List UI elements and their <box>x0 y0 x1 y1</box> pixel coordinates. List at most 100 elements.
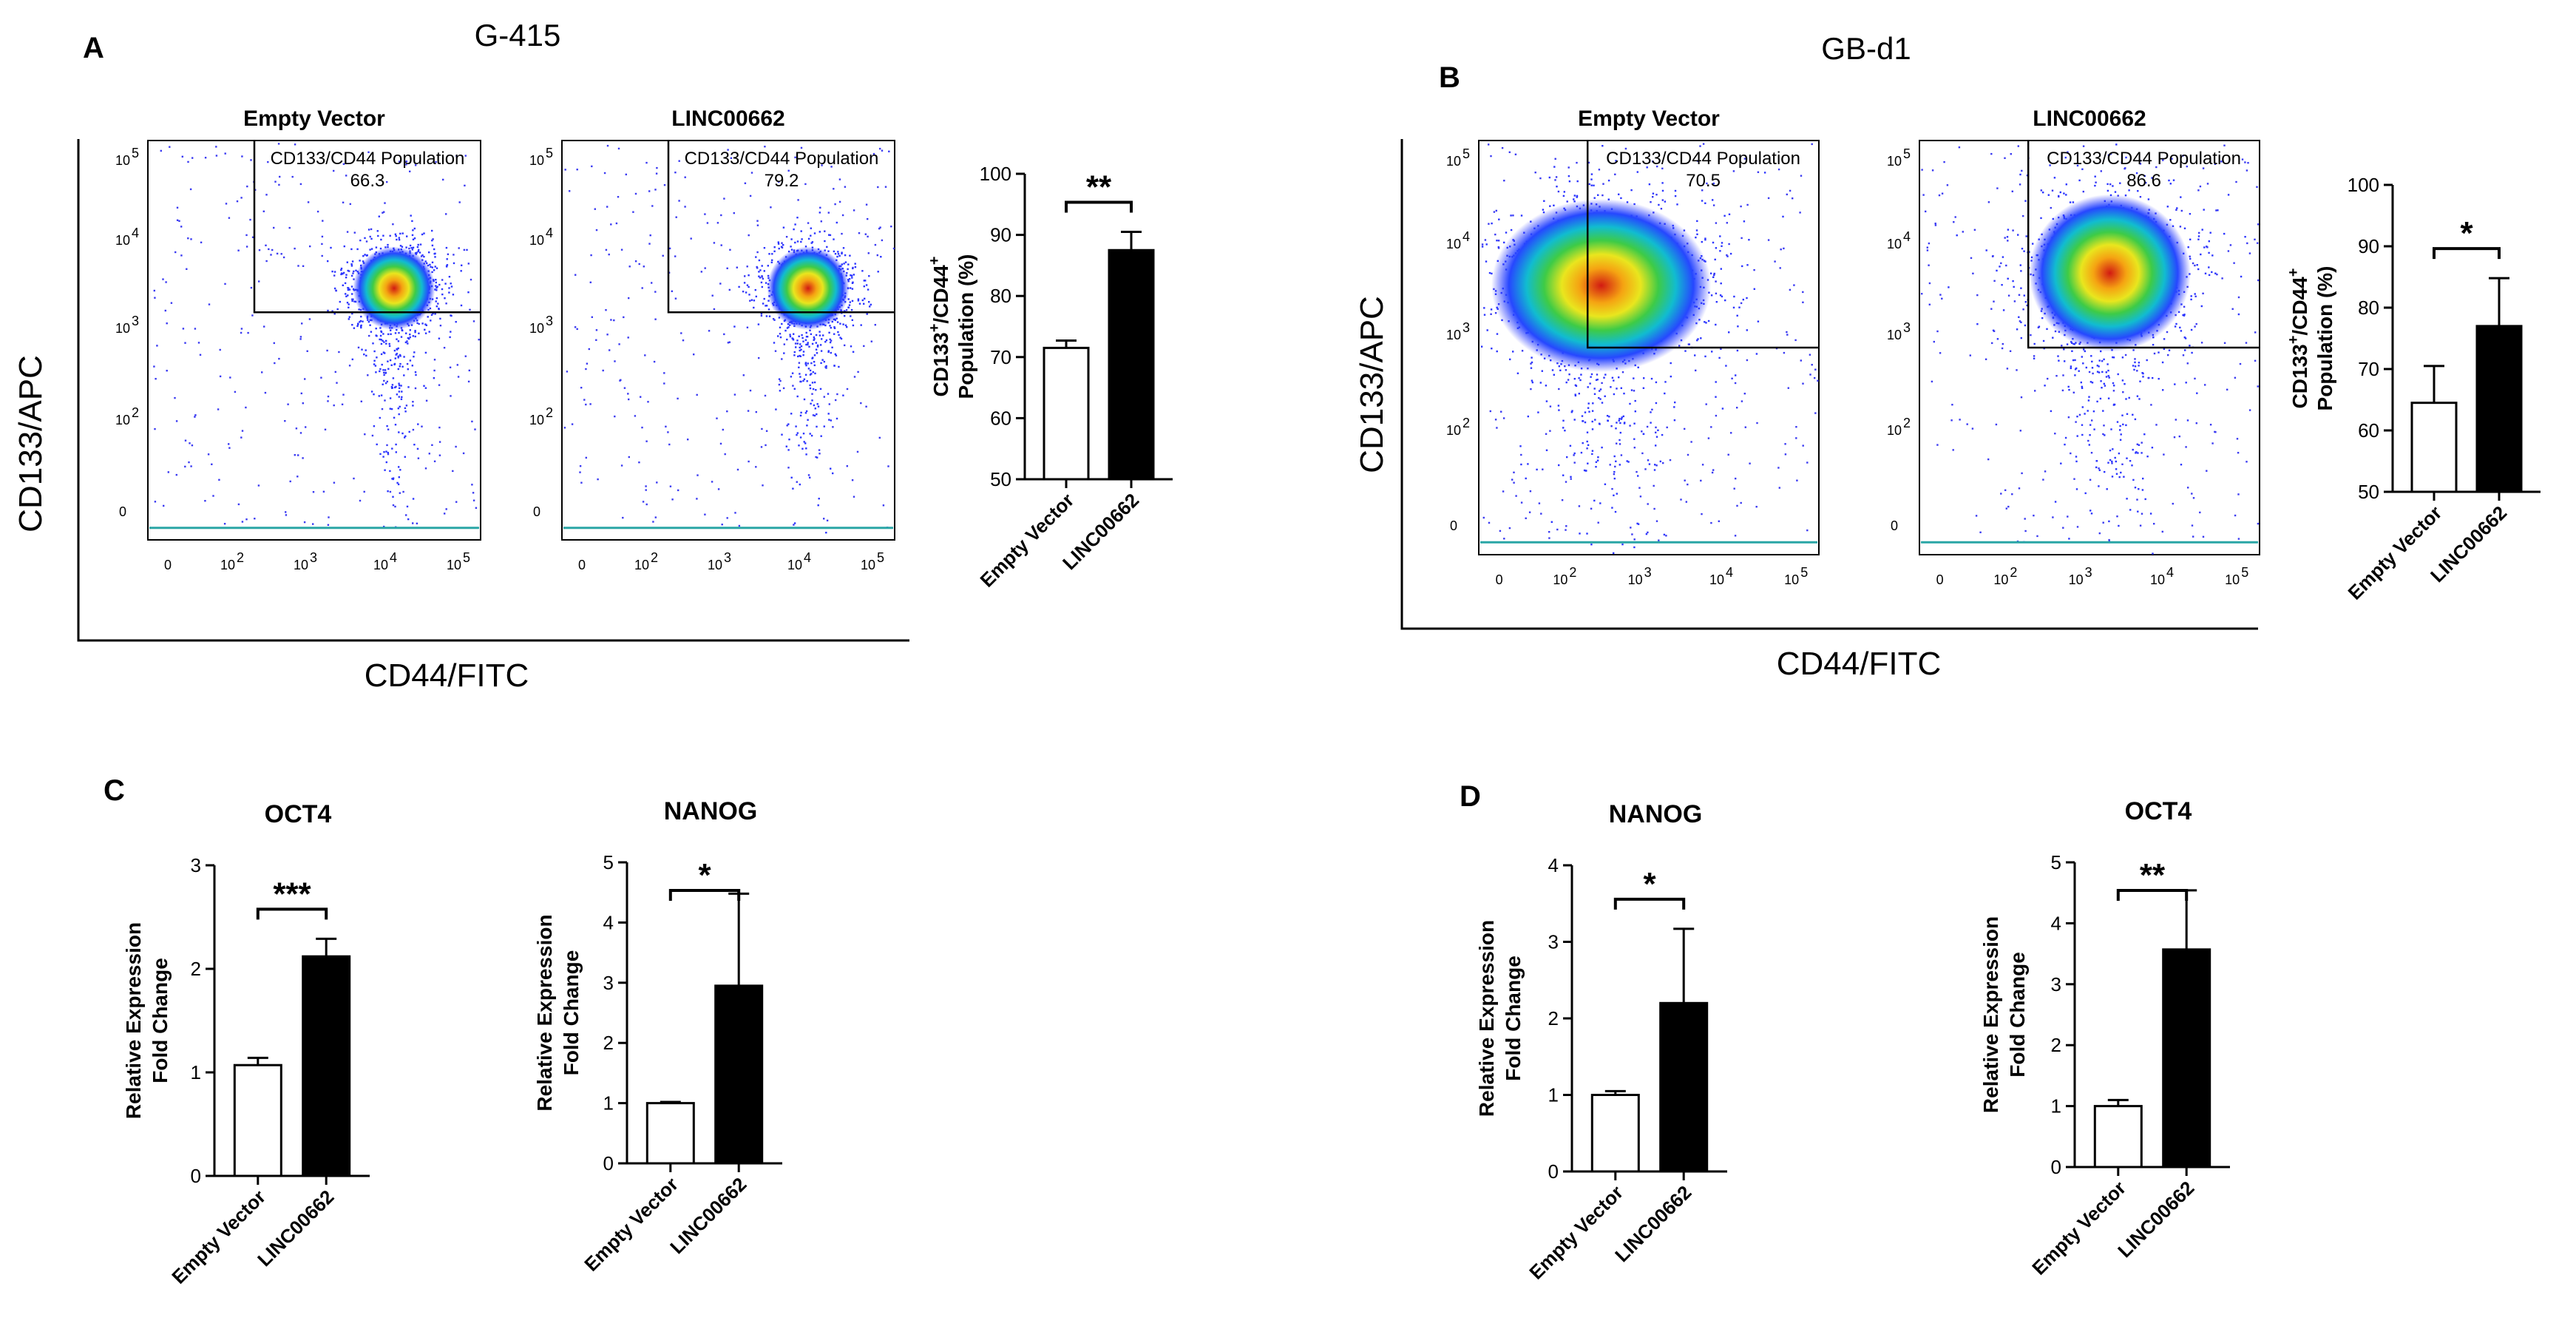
flow-event-dot <box>843 263 845 265</box>
flow-event-dot <box>236 200 239 203</box>
flow-event-dot <box>774 350 777 352</box>
flow-event-dot <box>1670 375 1672 378</box>
flow-event-dot <box>811 399 813 402</box>
flow-event-dot <box>1711 351 1713 353</box>
flow-event-dot <box>245 234 248 237</box>
flow-x-tick: 10 <box>1784 572 1799 587</box>
flow-event-dot <box>247 331 249 334</box>
flow-x-tick: 10 <box>373 558 388 572</box>
flow-event-dot <box>1493 211 1496 213</box>
flow-event-dot <box>375 328 377 330</box>
flow-event-dot <box>343 245 345 248</box>
flow-event-dot <box>2189 257 2192 260</box>
flow-event-dot <box>348 318 350 320</box>
flow-event-dot <box>174 251 177 254</box>
flow-event-dot <box>1557 405 1560 407</box>
flow-event-dot <box>2019 173 2021 176</box>
flow-event-dot <box>1542 468 1544 470</box>
flow-event-dot <box>360 326 362 329</box>
flow-event-dot <box>1655 436 1658 438</box>
flow-event-dot <box>792 487 794 490</box>
flow-event-dot <box>812 356 814 359</box>
flow-event-dot <box>2098 532 2101 535</box>
flow-y-tick: 10 <box>529 153 544 168</box>
flow-event-dot <box>187 237 189 240</box>
flow-event-dot <box>807 342 809 344</box>
flow-event-dot <box>1721 245 1723 247</box>
flow-event-dot <box>229 376 231 379</box>
flow-event-dot <box>399 245 402 247</box>
flow-event-dot <box>384 246 387 248</box>
flow-event-dot <box>469 308 471 311</box>
flow-event-dot <box>1573 461 1576 464</box>
flow-event-dot <box>1613 379 1615 382</box>
flow-event-dot <box>383 371 385 374</box>
flow-event-dot <box>1753 268 1755 271</box>
flow-event-dot <box>365 349 367 351</box>
flow-event-dot <box>677 489 679 492</box>
flow-event-dot <box>379 370 381 373</box>
flow-event-dot <box>412 335 414 337</box>
flow-event-dot <box>1701 240 1703 243</box>
flow-event-dot <box>760 314 763 317</box>
flow-event-dot <box>1702 143 1705 145</box>
flow-event-dot <box>1598 422 1601 425</box>
flow-event-dot <box>2190 298 2192 301</box>
flow-event-dot <box>818 449 821 451</box>
flow-event-dot <box>627 337 629 339</box>
flow-event-dot <box>2106 189 2109 192</box>
flow-event-dot <box>1655 402 1658 405</box>
flow-y-tick: 10 <box>1446 154 1461 169</box>
flow-event-dot <box>2064 156 2067 159</box>
flow-event-dot <box>1661 167 1664 169</box>
flow-event-dot <box>569 190 571 192</box>
flow-event-dot <box>435 289 438 291</box>
flow-event-dot <box>2107 375 2109 377</box>
flow-event-dot <box>392 377 395 379</box>
flow-event-dot <box>342 271 345 274</box>
flow-event-dot <box>429 307 432 310</box>
flow-event-dot <box>1619 443 1621 445</box>
flow-event-dot <box>155 378 157 380</box>
flow-event-dot <box>816 403 818 405</box>
flow-event-dot <box>394 332 397 334</box>
flow-event-dot <box>830 419 832 422</box>
flow-event-dot <box>723 333 725 336</box>
flow-event-dot <box>392 477 395 479</box>
flow-event-dot <box>791 372 794 374</box>
flow-event-dot <box>2101 360 2104 362</box>
flow-event-dot <box>2071 350 2073 352</box>
flow-event-dot <box>445 302 447 305</box>
flow-event-dot <box>1696 220 1698 223</box>
flow-event-dot <box>2200 305 2203 308</box>
flow-event-dot <box>1720 283 1722 285</box>
flow-event-dot <box>773 342 776 344</box>
flow-event-dot <box>2052 337 2054 339</box>
flow-event-dot <box>1802 291 1804 294</box>
flow-event-dot <box>1610 386 1612 388</box>
flow-x-tick-exponent: 2 <box>237 550 244 565</box>
flow-event-dot <box>1554 158 1556 160</box>
flow-event-dot <box>339 300 341 303</box>
flow-event-dot <box>277 143 280 145</box>
flow-event-dot <box>376 356 378 359</box>
flow-event-dot <box>1589 382 1591 385</box>
flow-event-dot <box>380 353 383 356</box>
flow-event-dot <box>708 330 711 332</box>
flow-event-dot <box>2121 463 2123 465</box>
flow-y-tick-exponent: 3 <box>132 314 139 328</box>
flow-event-dot <box>404 435 407 437</box>
flow-event-dot <box>1551 369 1554 371</box>
flow-event-dot <box>884 186 887 188</box>
flow-event-dot <box>353 270 355 273</box>
flow-event-dot <box>450 283 452 285</box>
flow-event-dot <box>1712 276 1715 278</box>
flow-event-dot <box>2189 345 2191 347</box>
flow-event-dot <box>654 291 657 293</box>
flow-event-dot <box>1604 483 1607 485</box>
flow-event-dot <box>1743 393 1746 395</box>
flow-event-dot <box>838 178 841 180</box>
flow-y-tick-exponent: 2 <box>546 405 553 420</box>
flow-event-dot <box>753 300 756 302</box>
flow-event-dot <box>384 202 386 204</box>
